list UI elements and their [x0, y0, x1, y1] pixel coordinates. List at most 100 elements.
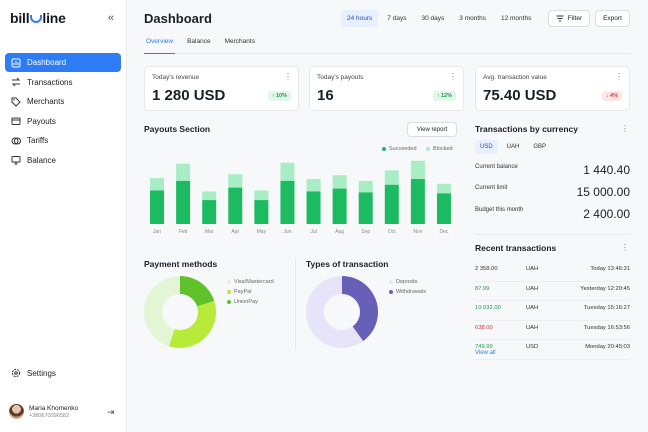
range-24h[interactable]: 24 hours — [341, 10, 379, 27]
filter-icon — [556, 15, 564, 22]
sidebar-item-transactions[interactable]: Transactions — [5, 73, 121, 92]
x-tick-label: May — [257, 229, 267, 235]
currency-tab-gbp[interactable]: GBP — [533, 144, 547, 150]
legend-item: PayPal — [227, 289, 251, 295]
sidebar-item-payouts[interactable]: Payouts — [5, 112, 121, 131]
table-row[interactable]: 87.99 UAH Yesterday 12:20:45 — [475, 282, 630, 301]
sidebar-item-label: Merchants — [27, 97, 65, 107]
collapse-sidebar-icon[interactable]: « — [108, 12, 115, 24]
view-all-link[interactable]: View all — [475, 350, 496, 356]
more-icon[interactable]: ⋮ — [615, 72, 623, 81]
range-3m[interactable]: 3 months — [459, 15, 486, 22]
range-30d[interactable]: 30 days — [421, 15, 445, 22]
bar-blocked — [150, 178, 165, 191]
logo-text-right: line — [42, 10, 66, 26]
bar-blocked — [384, 170, 399, 185]
sidebar-item-label: Balance — [27, 155, 56, 165]
range-7d[interactable]: 7 days — [387, 15, 407, 22]
legend-dot — [389, 280, 393, 284]
tx-date: Today 13:46:31 — [590, 266, 630, 272]
more-icon[interactable]: ⋮ — [621, 243, 629, 252]
export-button[interactable]: Export — [595, 10, 630, 27]
more-icon[interactable]: ⋮ — [449, 72, 457, 81]
legend-label: Blocked — [433, 146, 453, 152]
balance-label: Current balance — [475, 164, 518, 170]
tx-currency: USD — [526, 344, 539, 350]
avatar — [9, 404, 24, 419]
legend-dot — [227, 290, 231, 294]
payment-methods-title: Payment methods — [144, 259, 218, 269]
payouts-title: Payouts Section — [144, 124, 211, 134]
legend-label: Deposits — [396, 279, 418, 285]
filter-button[interactable]: Filter — [548, 10, 590, 27]
table-row[interactable]: 2 358.00 UAH Today 13:46:31 — [475, 262, 630, 282]
x-tick-label: Nov — [413, 229, 422, 235]
bar-blocked — [228, 174, 243, 188]
more-icon[interactable]: ⋮ — [284, 72, 292, 81]
tx-date: Yesterday 12:20:45 — [580, 285, 630, 292]
kpi-label: Avg. transaction value — [483, 74, 547, 81]
sidebar-item-label: Tariffs — [27, 136, 49, 146]
x-tick-label: Apr — [231, 229, 239, 235]
logout-icon[interactable]: ⇥ — [107, 407, 115, 417]
bar-succeeded — [410, 179, 425, 224]
tx-currency: UAH — [526, 305, 539, 311]
x-tick-label: Jan — [153, 229, 161, 235]
types-of-transaction-title: Types of transaction — [306, 259, 389, 269]
recent-transactions-title: Recent transactions — [475, 243, 557, 253]
logo[interactable]: bill line — [10, 10, 66, 26]
x-tick-label: Oct — [388, 229, 396, 235]
sidebar-item-balance[interactable]: Balance — [5, 151, 121, 170]
bar-succeeded — [332, 188, 347, 224]
more-icon[interactable]: ⋮ — [621, 124, 629, 133]
kpi-change-badge: ↑ 10% — [267, 91, 291, 101]
tx-amount: 10 032.00 — [475, 305, 501, 311]
table-row[interactable]: 638.00 UAH Tuesday 16:53:56 — [475, 321, 630, 340]
view-report-button[interactable]: View report — [407, 122, 457, 137]
page-title: Dashboard — [144, 11, 212, 26]
sidebar-item-dashboard[interactable]: Dashboard — [5, 53, 121, 72]
range-12m[interactable]: 12 months — [500, 15, 532, 22]
legend-label: Succeeded — [389, 146, 417, 152]
sidebar-item-tariffs[interactable]: Tariffs — [5, 131, 121, 150]
tab-overview[interactable]: Overview — [144, 38, 176, 54]
tx-date: Monday 20:45:03 — [585, 344, 630, 350]
coins-icon — [11, 137, 21, 145]
kpi-card-revenue: Today's revenue ⋮ 1 280 USD ↑ 10% — [144, 66, 299, 111]
donut-slice — [180, 276, 215, 307]
tx-amount: 87.99 — [475, 285, 490, 292]
sidebar-item-label: Payouts — [27, 116, 56, 126]
logo-mark — [29, 15, 42, 23]
legend-label: Visa/Mastercard — [234, 279, 274, 285]
currency-tab-usd[interactable]: USD — [475, 140, 498, 154]
bar-succeeded — [280, 180, 295, 224]
bar-blocked — [280, 162, 295, 181]
sidebar-item-merchants[interactable]: Merchants — [5, 92, 121, 111]
sidebar: bill line « Dashboard Transactions Mercha… — [0, 0, 127, 432]
sidebar-item-label: Dashboard — [27, 58, 67, 67]
tab-merchants[interactable]: Merchants — [224, 38, 255, 45]
bar-succeeded — [306, 191, 321, 224]
payouts-bar-chart: Jan Feb Mar Apr May Jun Jul Aug Sep Oct Nov Dec — [150, 160, 451, 235]
x-tick-label: Dec — [440, 229, 449, 235]
user-profile[interactable]: Maria Khomenko +380670096582 — [9, 404, 78, 419]
bar-blocked — [202, 191, 217, 201]
tab-balance[interactable]: Balance — [187, 38, 211, 45]
table-row[interactable]: 749.99 USD Monday 20:45:03 — [475, 340, 630, 360]
bar-blocked — [436, 183, 451, 194]
range-selector: 24 hours 7 days 30 days 3 months 12 mont… — [341, 10, 540, 27]
table-row[interactable]: 10 032.00 UAH Tuesday 15:16:27 — [475, 301, 630, 321]
bar-succeeded — [150, 190, 165, 224]
recent-transactions-table: 2 358.00 UAH Today 13:46:31 87.99 UAH Yesterd… — [475, 262, 630, 360]
legend-succeeded: Succeeded — [382, 146, 417, 152]
x-tick-label: Feb — [179, 229, 188, 235]
kpi-card-payouts: Today's payouts ⋮ 16 ↑ 12% — [309, 66, 464, 111]
currency-tab-uah[interactable]: UAH — [506, 144, 520, 150]
sidebar-item-settings[interactable]: Settings — [11, 368, 56, 378]
kpi-label: Today's revenue — [152, 74, 200, 81]
donut-slice — [144, 276, 180, 347]
x-tick-label: Mar — [205, 229, 214, 235]
tx-date: Tuesday 16:53:56 — [583, 324, 630, 331]
bar-blocked — [358, 180, 373, 193]
settings-label: Settings — [27, 368, 56, 378]
